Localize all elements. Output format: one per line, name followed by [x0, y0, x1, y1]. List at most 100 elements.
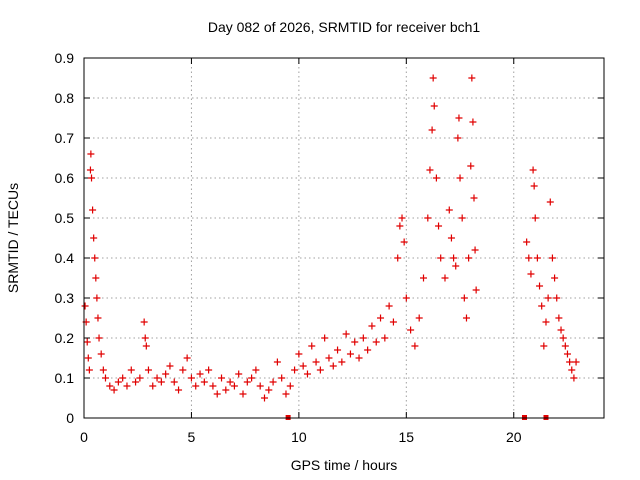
data-point [95, 334, 103, 342]
data-point [455, 114, 463, 122]
x-tick-label: 15 [399, 429, 415, 445]
y-tick-label: 0.3 [55, 290, 75, 306]
data-point [205, 366, 213, 374]
data-point [170, 378, 178, 386]
data-point [525, 254, 533, 262]
data-point [87, 150, 95, 158]
data-point [447, 234, 455, 242]
data-point [553, 294, 561, 302]
data-point [132, 378, 140, 386]
data-point [546, 198, 554, 206]
data-point [530, 182, 538, 190]
data-point [429, 74, 437, 82]
data-point [454, 134, 462, 142]
y-axis-label: SRMTID / TECUs [5, 183, 21, 293]
data-point [179, 366, 187, 374]
data-point [420, 274, 428, 282]
data-point [542, 318, 550, 326]
data-point [88, 174, 96, 182]
data-point [415, 314, 423, 322]
data-point [316, 366, 324, 374]
data-point [325, 354, 333, 362]
data-point [299, 362, 307, 370]
data-point [551, 274, 559, 282]
x-axis-label: GPS time / hours [291, 457, 398, 473]
data-point [460, 294, 468, 302]
data-point [342, 330, 350, 338]
data-point [437, 254, 445, 262]
data-point [85, 366, 93, 374]
data-point [119, 374, 127, 382]
data-point [260, 394, 268, 402]
data-point [531, 214, 539, 222]
x-tick-label: 5 [188, 429, 196, 445]
data-point [218, 374, 226, 382]
data-point [92, 274, 100, 282]
data-point [222, 386, 230, 394]
data-point [566, 358, 574, 366]
data-point [359, 334, 367, 342]
data-point [83, 338, 91, 346]
data-point [555, 314, 563, 322]
data-point [329, 362, 337, 370]
data-point [441, 274, 449, 282]
data-point [561, 342, 569, 350]
data-point [432, 174, 440, 182]
data-point [450, 254, 458, 262]
data-point [458, 214, 466, 222]
data-point [265, 386, 273, 394]
plot-frame [83, 57, 605, 419]
data-point [278, 374, 286, 382]
data-point [402, 294, 410, 302]
data-point [127, 366, 135, 374]
data-point [123, 382, 131, 390]
data-point [252, 366, 260, 374]
data-point [428, 126, 436, 134]
data-point [334, 346, 342, 354]
y-tick-label: 0.9 [55, 50, 75, 66]
data-point [364, 346, 372, 354]
chart-title: Day 082 of 2026, SRMTID for receiver bch… [208, 19, 481, 35]
data-point [273, 358, 281, 366]
data-point [452, 262, 460, 270]
y-tick-label: 0.7 [55, 130, 75, 146]
data-point [470, 194, 478, 202]
data-point [114, 378, 122, 386]
data-point [93, 294, 101, 302]
data-point [396, 222, 404, 230]
data-point [90, 234, 98, 242]
data-point [312, 358, 320, 366]
data-point [209, 382, 217, 390]
data-point [435, 222, 443, 230]
data-point [226, 378, 234, 386]
data-point [136, 374, 144, 382]
data-point [559, 334, 567, 342]
data-point [471, 246, 479, 254]
data-point [157, 378, 165, 386]
data-point [110, 386, 118, 394]
data-point [235, 370, 243, 378]
data-point [286, 382, 294, 390]
data-point [400, 238, 408, 246]
y-tick-label: 0.8 [55, 90, 75, 106]
data-point [321, 334, 329, 342]
data-point [355, 354, 363, 362]
data-point [346, 350, 354, 358]
data-point [548, 254, 556, 262]
data-point [106, 382, 114, 390]
data-point [101, 374, 109, 382]
data-point [523, 238, 531, 246]
y-tick-label: 0.4 [55, 250, 75, 266]
data-point [570, 374, 578, 382]
data-point [389, 318, 397, 326]
data-point [149, 382, 157, 390]
y-tick-label: 0.5 [55, 210, 75, 226]
data-point [372, 338, 380, 346]
x-tick-label: 10 [291, 429, 307, 445]
data-point [426, 166, 434, 174]
data-point [538, 302, 546, 310]
data-point [536, 282, 544, 290]
y-tick-label: 0.6 [55, 170, 75, 186]
data-point [200, 378, 208, 386]
